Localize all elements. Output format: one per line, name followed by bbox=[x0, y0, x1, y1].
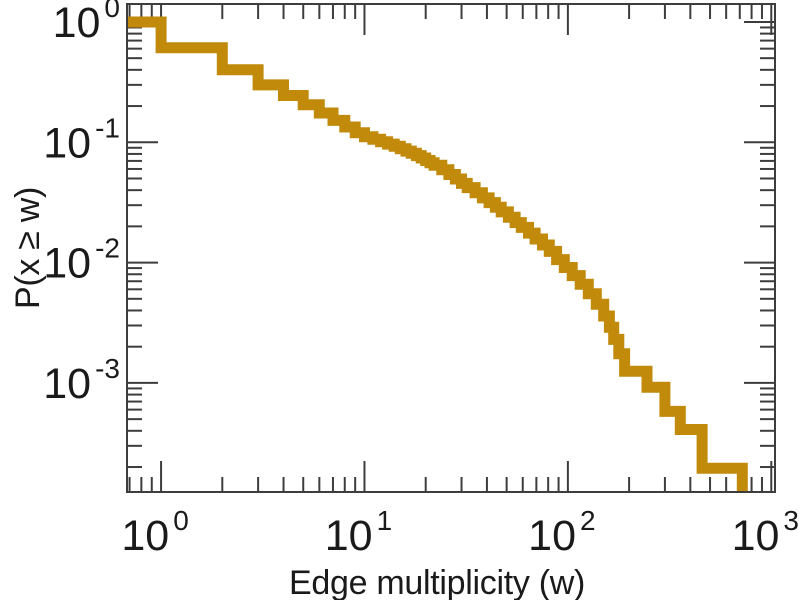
x-tick-label: 10 1 bbox=[325, 505, 392, 560]
y-tick-label: 10 -2 bbox=[43, 233, 120, 288]
ccdf-curve bbox=[127, 16, 748, 492]
x-tick-label: 10 3 bbox=[732, 505, 799, 560]
y-tick-label: 10 -1 bbox=[43, 112, 120, 167]
x-tick-label: 10 2 bbox=[528, 505, 595, 560]
x-axis-title: Edge multiplicity (w) bbox=[289, 564, 585, 600]
y-tick-label: 10 0 bbox=[53, 0, 120, 47]
y-tick-label: 10 -3 bbox=[43, 353, 120, 408]
plot-frame bbox=[126, 3, 776, 493]
x-tick-label: 10 0 bbox=[121, 505, 188, 560]
y-axis-title: P(x ≥ w) bbox=[9, 186, 47, 310]
